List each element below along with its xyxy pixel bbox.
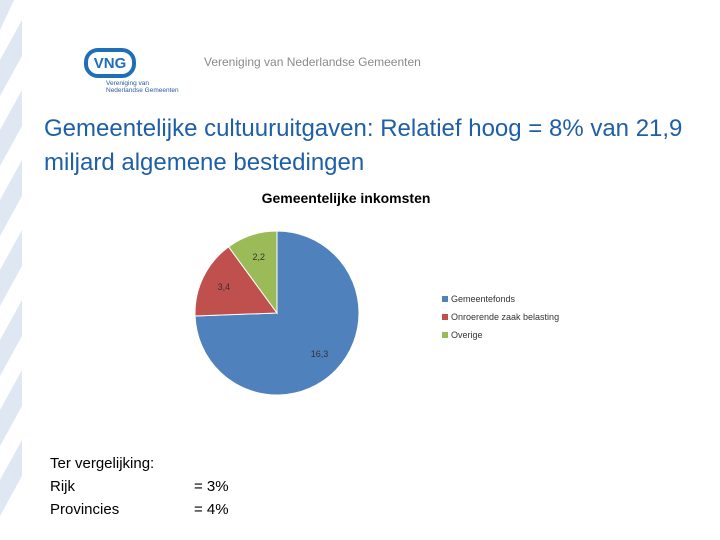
legend-label: Gemeentefonds (451, 294, 516, 304)
vng-logo: VNG Vereniging van Nederlandse Gemeenten (80, 44, 190, 100)
comparison-value: = 4% (194, 501, 229, 518)
slice-value-label: 16,3 (311, 349, 329, 359)
comparison-heading: Ter vergelijking: (50, 455, 155, 472)
slice-value-label: 2,2 (252, 252, 265, 262)
slice-value-label: 3,4 (218, 282, 231, 292)
chart-title: Gemeentelijke inkomsten (262, 190, 431, 206)
legend-swatch (442, 332, 448, 338)
vng-logo-text: VNG (93, 54, 127, 72)
pie-chart: Gemeentelijke inkomsten 16,3 3,4 2,2 Gemee… (190, 182, 590, 422)
vng-logo-subtitle: Vereniging van Nederlandse Gemeenten (106, 80, 179, 94)
comparison-label: Rijk (50, 478, 75, 495)
legend-label: Overige (451, 330, 483, 340)
vng-logo-badge: VNG (84, 48, 136, 78)
legend-swatch (442, 314, 448, 320)
pie-slice (227, 230, 278, 315)
pie-slice (194, 246, 278, 317)
slide-title: Gemeentelijke cultuuruitgaven: Relatief … (44, 115, 683, 176)
comparison-row: Provincies = 4% (50, 498, 310, 521)
comparison-value: = 3% (194, 478, 229, 495)
legend-label: Onroerende zaak belasting (451, 312, 559, 322)
pie-chart-svg: Gemeentelijke inkomsten 16,3 3,4 2,2 Gemee… (194, 190, 559, 396)
comparison-block: Ter vergelijking: Rijk = 3% Provincies =… (50, 452, 310, 521)
comparison-label: Provincies (50, 501, 120, 518)
legend-swatch (442, 296, 448, 302)
left-decoration (0, 0, 22, 516)
comparison-row: Rijk = 3% (50, 475, 310, 498)
organization-name: Vereniging van Nederlandse Gemeenten (204, 55, 421, 69)
